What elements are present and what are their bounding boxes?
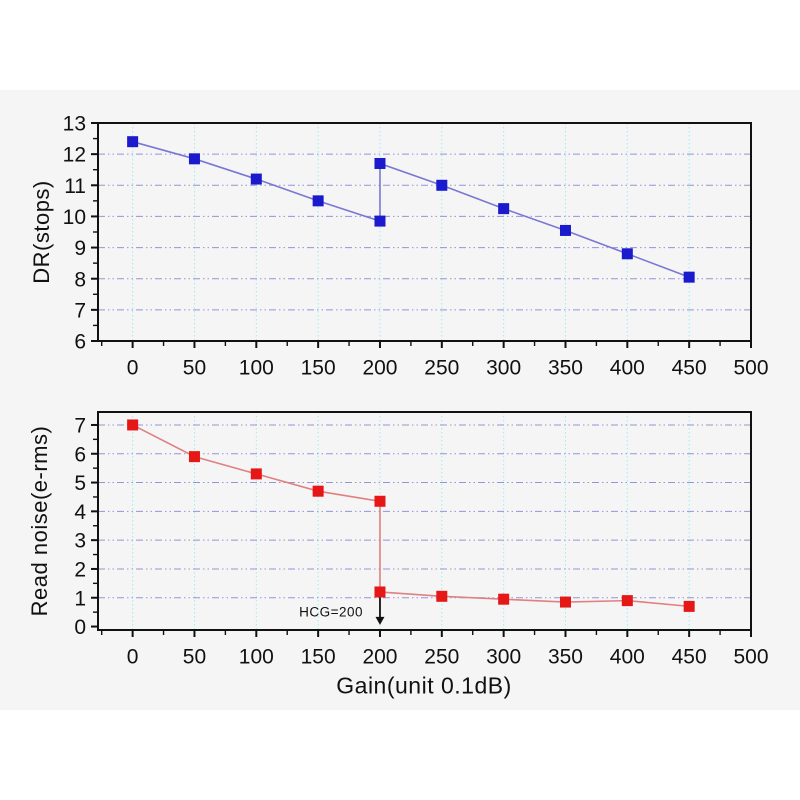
- x-tick-label: 150: [301, 356, 336, 379]
- x-tick-label: 250: [424, 356, 459, 379]
- x-tick-label: 50: [183, 645, 206, 668]
- y-tick-label: 3: [74, 530, 86, 553]
- x-tick-label: 100: [239, 645, 274, 668]
- y-tick-label: 0: [74, 616, 86, 639]
- read-noise-data-point: [312, 485, 324, 497]
- read-noise-data-point: [436, 590, 448, 602]
- read-noise-chart: 0 50 100 150 200 250 300 350 400 450 500 0 1 2 3 4 5 6 7: [74, 411, 769, 668]
- x-tick-label: 200: [362, 356, 397, 379]
- x-tick-label: 50: [183, 356, 206, 379]
- read-noise-data-point: [127, 419, 139, 431]
- y-tick-label: 9: [74, 237, 86, 260]
- y-tick-label: 2: [74, 559, 86, 582]
- y-tick-label: 10: [63, 206, 86, 229]
- read-noise-data-point: [498, 593, 510, 605]
- read-noise-series-line: [132, 424, 690, 608]
- read-noise-y-axis-label: Read noise(e-rms): [27, 425, 52, 617]
- y-tick-label: 13: [63, 113, 86, 136]
- read-noise-data-point: [374, 586, 386, 598]
- dr-series-line: [132, 140, 690, 278]
- y-tick-label: 5: [74, 472, 86, 495]
- dr-data-point: [374, 157, 386, 169]
- dr-chart: 0 50 100 150 200 250 300 350 400 450 500 6 7 8 9 10 11 12…: [63, 113, 769, 380]
- dr-data-point: [498, 203, 510, 215]
- x-tick-label: 300: [486, 645, 521, 668]
- y-tick-label: 7: [74, 299, 86, 322]
- dr-data-point: [374, 215, 386, 227]
- plot-frame: [97, 411, 752, 631]
- y-tick-label: 1: [74, 587, 86, 610]
- hcg-arrowhead-icon: [375, 616, 385, 625]
- x-tick-label: 500: [733, 645, 768, 668]
- dr-data-point: [683, 271, 695, 283]
- x-tick-label: 400: [610, 645, 645, 668]
- dr-data-point: [188, 153, 200, 165]
- dr-data-point: [127, 136, 139, 148]
- x-tick-label: 0: [127, 645, 139, 668]
- dr-data-point: [621, 248, 633, 260]
- y-tick-label: 4: [74, 501, 86, 524]
- x-tick-label: 250: [424, 645, 459, 668]
- x-tick-label: 500: [733, 356, 768, 379]
- read-noise-data-point: [250, 468, 262, 480]
- y-tick-label: 6: [74, 443, 86, 466]
- x-tick-label: 200: [362, 645, 397, 668]
- dr-data-point: [559, 224, 571, 236]
- figure-background-panel: [0, 90, 800, 710]
- x-tick-label: 150: [301, 645, 336, 668]
- read-noise-data-point: [683, 600, 695, 612]
- y-tick-label: 12: [63, 144, 86, 167]
- y-tick-label: 8: [74, 268, 86, 291]
- read-noise-data-point: [559, 596, 571, 608]
- y-tick-label: 6: [74, 331, 86, 354]
- x-tick-label: 0: [127, 356, 139, 379]
- read-noise-data-point: [374, 495, 386, 507]
- dr-y-axis-label: DR(stops): [29, 180, 54, 284]
- hcg-annotation-text: HCG=200: [299, 604, 363, 620]
- x-tick-label: 400: [610, 356, 645, 379]
- y-tick-label: 7: [74, 415, 86, 438]
- dr-data-point: [312, 195, 324, 207]
- x-tick-label: 350: [548, 356, 583, 379]
- x-tick-label: 100: [239, 356, 274, 379]
- dr-data-point: [436, 179, 448, 191]
- x-tick-label: 350: [548, 645, 583, 668]
- x-tick-label: 450: [672, 356, 707, 379]
- read-noise-data-point: [188, 451, 200, 463]
- dr-data-point: [250, 173, 262, 185]
- read-noise-data-point: [621, 595, 633, 607]
- x-tick-label: 300: [486, 356, 521, 379]
- y-tick-label: 11: [64, 175, 86, 198]
- gain-x-axis-label: Gain(unit 0.1dB): [336, 672, 512, 699]
- x-tick-label: 450: [672, 645, 707, 668]
